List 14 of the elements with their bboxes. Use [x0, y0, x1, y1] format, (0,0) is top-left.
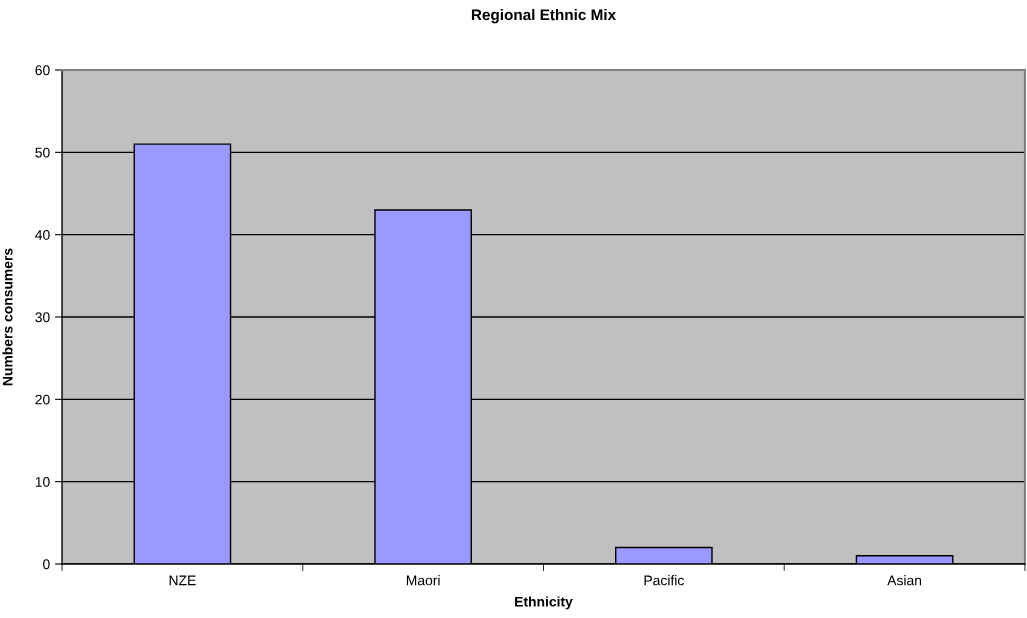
y-tick-label: 0 [43, 559, 50, 570]
y-tick-label: 60 [35, 65, 50, 76]
x-tick-label: Pacific [644, 575, 684, 586]
chart-title: Regional Ethnic Mix [471, 8, 616, 24]
y-axis-title: Numbers consumers [2, 248, 13, 386]
x-tick-label: Asian [887, 575, 922, 586]
x-tick-label: Maori [406, 575, 440, 586]
y-tick-label: 10 [35, 476, 50, 487]
y-tick-label: 50 [35, 147, 50, 158]
x-tick-label: NZE [169, 575, 196, 586]
y-tick-label: 20 [35, 394, 50, 405]
y-tick-label: 40 [35, 230, 50, 240]
y-tick-label: 30 [35, 312, 50, 323]
x-axis-title: Ethnicity [515, 596, 573, 610]
